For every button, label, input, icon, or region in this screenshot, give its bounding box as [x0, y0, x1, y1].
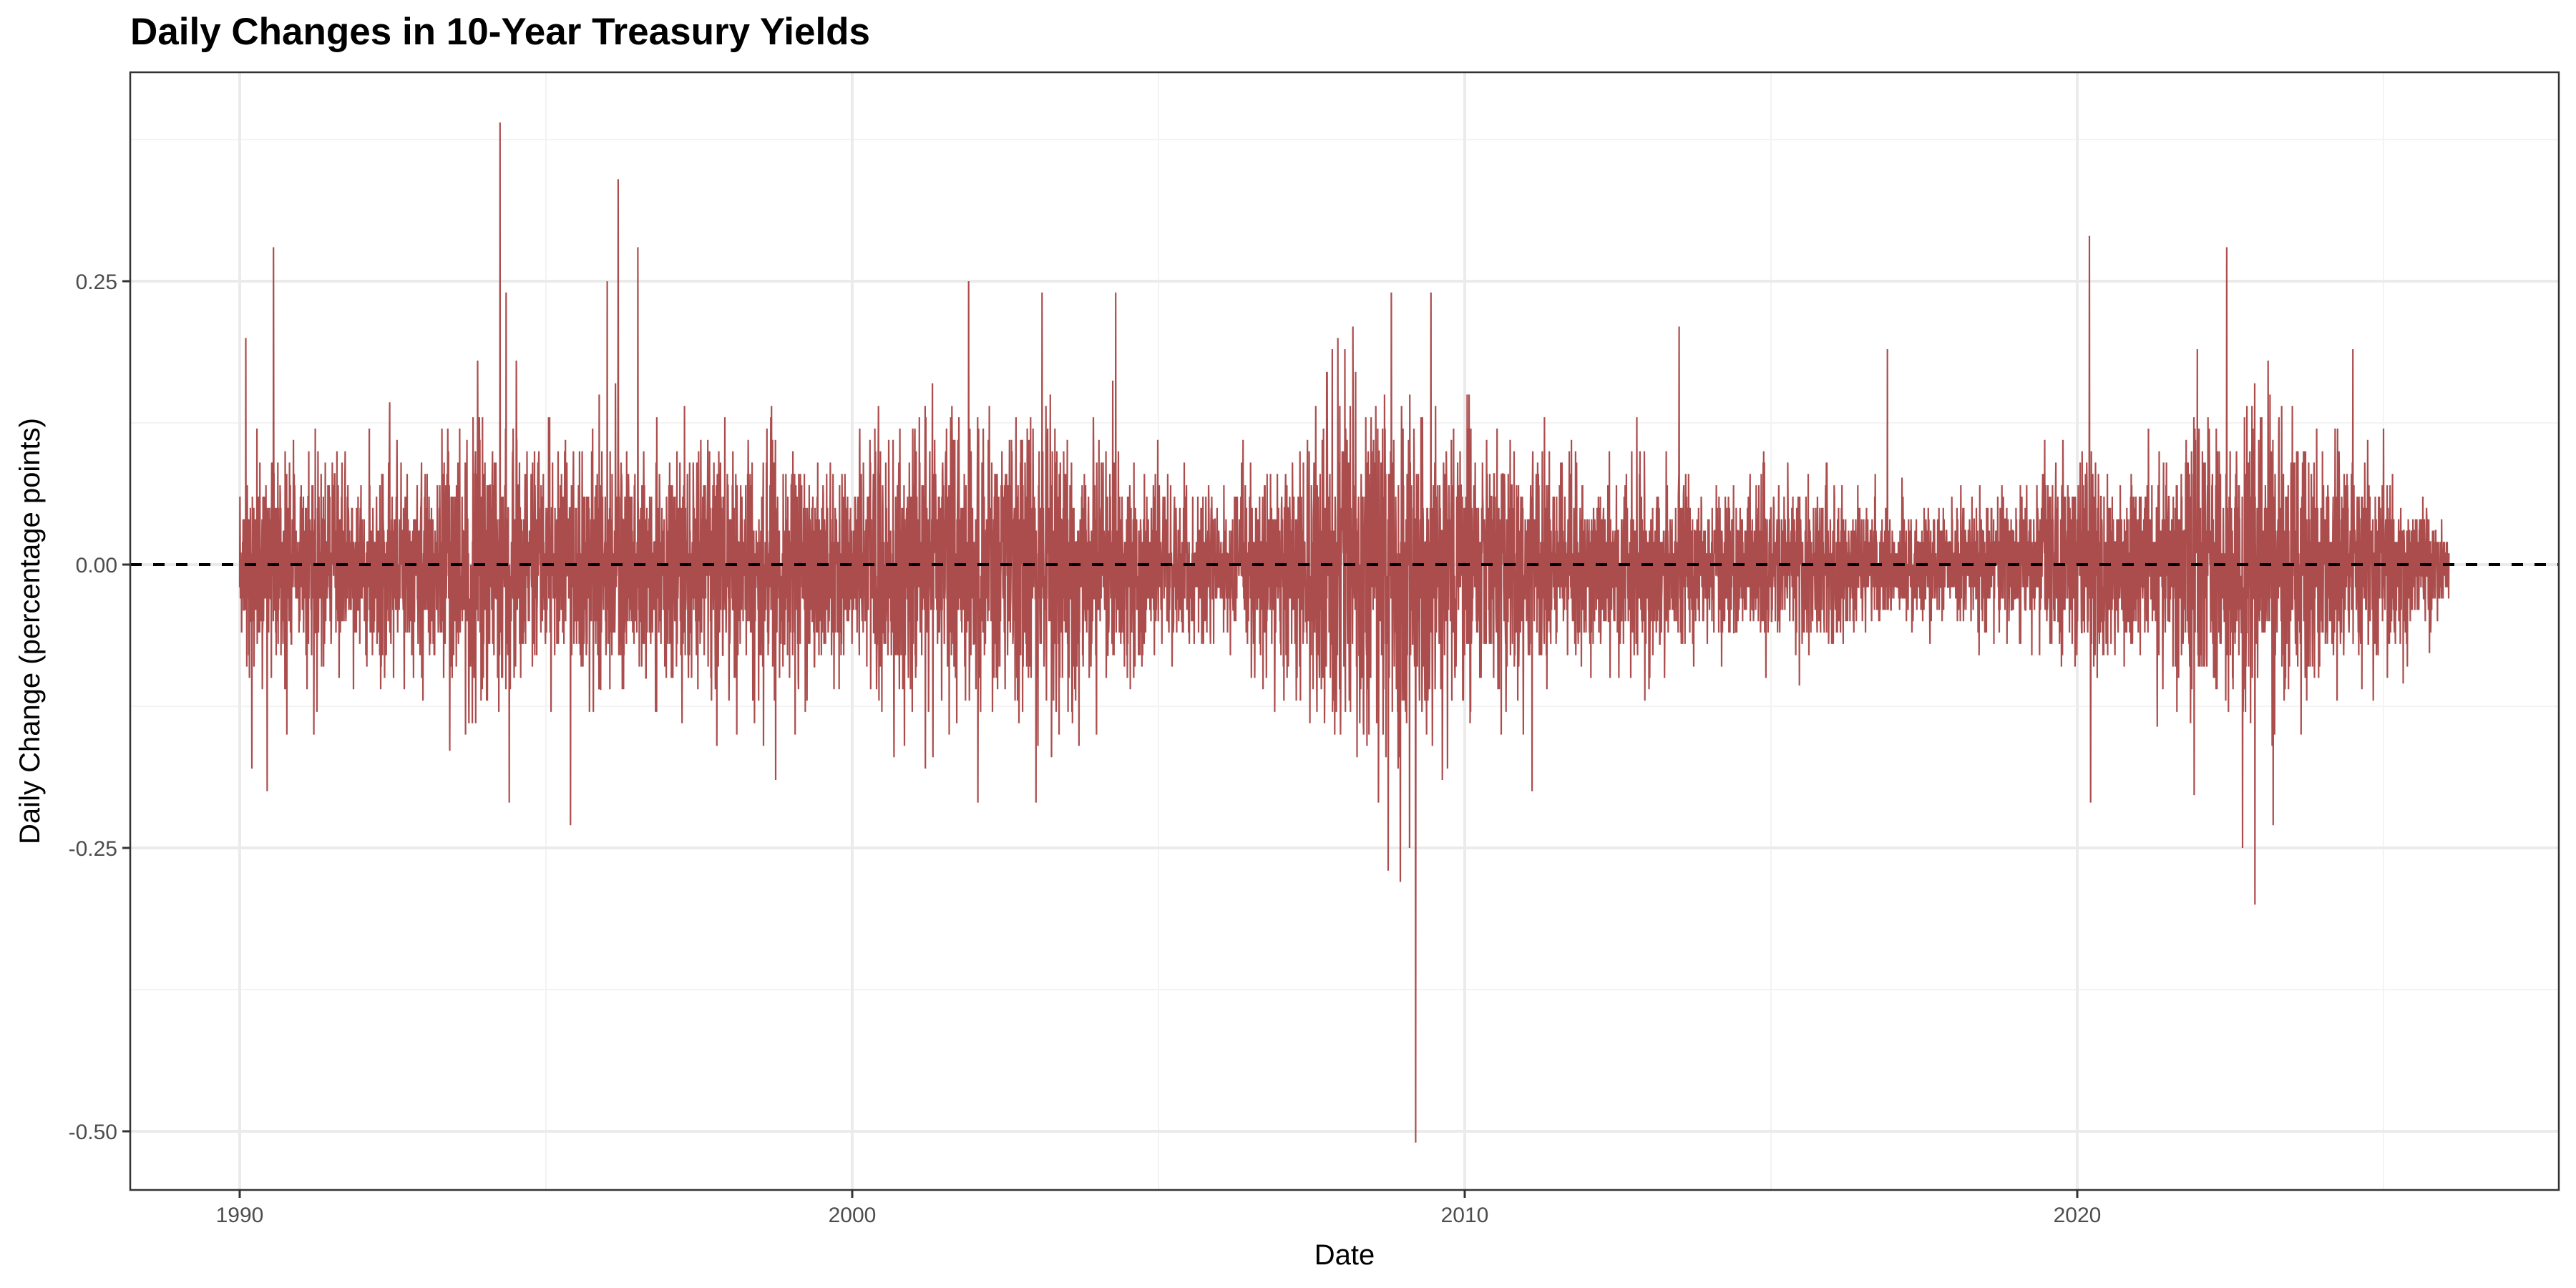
x-axis-title: Date — [1314, 1239, 1375, 1271]
y-tick-label: 0.25 — [76, 270, 117, 294]
chart-title: Daily Changes in 10-Year Treasury Yields — [130, 11, 870, 53]
panel-border — [129, 71, 2560, 1191]
x-tick-label: 2020 — [2054, 1204, 2102, 1227]
data-series-line — [238, 122, 2450, 1143]
x-axis: 1990 2000 2010 2020 — [216, 1190, 2102, 1227]
y-axis-title: Daily Change (percentage points) — [14, 418, 46, 844]
y-tick-label: -0.25 — [69, 837, 117, 861]
y-axis: 0.25 0.00 -0.25 -0.50 — [69, 270, 130, 1144]
y-tick-label: -0.50 — [69, 1121, 117, 1144]
plot-area — [130, 122, 2559, 1143]
x-tick-label: 2010 — [1441, 1204, 1489, 1227]
y-tick-label: 0.00 — [76, 554, 117, 577]
x-tick-label: 2000 — [829, 1204, 877, 1227]
x-tick-label: 1990 — [216, 1204, 264, 1227]
